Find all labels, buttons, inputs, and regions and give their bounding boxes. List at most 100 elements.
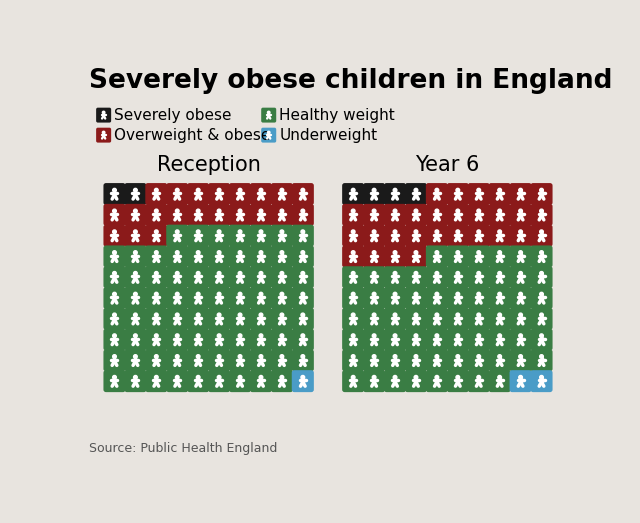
FancyBboxPatch shape (145, 308, 168, 330)
FancyBboxPatch shape (509, 287, 532, 309)
FancyBboxPatch shape (229, 245, 251, 267)
FancyBboxPatch shape (145, 204, 168, 226)
Circle shape (498, 188, 502, 192)
Circle shape (134, 230, 137, 234)
FancyBboxPatch shape (104, 245, 125, 267)
Circle shape (175, 230, 179, 234)
FancyBboxPatch shape (468, 370, 490, 392)
Circle shape (113, 251, 116, 254)
Circle shape (134, 271, 137, 275)
FancyBboxPatch shape (405, 225, 427, 247)
Circle shape (113, 355, 116, 358)
FancyBboxPatch shape (229, 308, 251, 330)
FancyBboxPatch shape (145, 349, 168, 371)
FancyBboxPatch shape (187, 328, 209, 350)
Circle shape (456, 292, 460, 296)
Circle shape (540, 355, 543, 358)
Circle shape (393, 313, 397, 317)
FancyBboxPatch shape (488, 349, 511, 371)
Circle shape (154, 209, 158, 213)
Circle shape (238, 271, 242, 275)
Circle shape (301, 292, 305, 296)
Circle shape (393, 376, 397, 379)
Circle shape (102, 131, 105, 134)
Circle shape (351, 334, 355, 337)
Circle shape (372, 313, 376, 317)
FancyBboxPatch shape (250, 204, 272, 226)
Circle shape (456, 334, 460, 337)
Circle shape (134, 251, 137, 254)
FancyBboxPatch shape (426, 328, 448, 350)
Circle shape (217, 209, 221, 213)
FancyBboxPatch shape (405, 287, 427, 309)
Circle shape (217, 376, 221, 379)
FancyBboxPatch shape (447, 204, 469, 226)
FancyBboxPatch shape (342, 328, 364, 350)
Text: Reception: Reception (157, 155, 260, 175)
Circle shape (414, 376, 418, 379)
Circle shape (498, 313, 502, 317)
Circle shape (217, 355, 221, 358)
FancyBboxPatch shape (187, 245, 209, 267)
Circle shape (414, 251, 418, 254)
FancyBboxPatch shape (250, 328, 272, 350)
FancyBboxPatch shape (124, 287, 147, 309)
FancyBboxPatch shape (166, 308, 188, 330)
FancyBboxPatch shape (363, 266, 385, 288)
FancyBboxPatch shape (509, 266, 532, 288)
FancyBboxPatch shape (124, 204, 147, 226)
FancyBboxPatch shape (509, 183, 532, 205)
Circle shape (259, 313, 263, 317)
Circle shape (268, 131, 270, 134)
FancyBboxPatch shape (384, 328, 406, 350)
FancyBboxPatch shape (531, 287, 552, 309)
FancyBboxPatch shape (208, 183, 230, 205)
Circle shape (196, 376, 200, 379)
Text: Healthy weight: Healthy weight (279, 108, 395, 122)
FancyBboxPatch shape (166, 225, 188, 247)
Circle shape (435, 334, 439, 337)
FancyBboxPatch shape (261, 128, 276, 143)
FancyBboxPatch shape (271, 308, 293, 330)
Circle shape (477, 313, 481, 317)
FancyBboxPatch shape (531, 245, 552, 267)
FancyBboxPatch shape (426, 204, 448, 226)
FancyBboxPatch shape (384, 245, 406, 267)
FancyBboxPatch shape (104, 328, 125, 350)
Circle shape (456, 230, 460, 234)
FancyBboxPatch shape (384, 370, 406, 392)
FancyBboxPatch shape (488, 204, 511, 226)
FancyBboxPatch shape (208, 349, 230, 371)
Circle shape (393, 209, 397, 213)
Circle shape (301, 188, 305, 192)
FancyBboxPatch shape (342, 370, 364, 392)
FancyBboxPatch shape (292, 370, 314, 392)
FancyBboxPatch shape (104, 308, 125, 330)
FancyBboxPatch shape (384, 183, 406, 205)
FancyBboxPatch shape (531, 328, 552, 350)
FancyBboxPatch shape (166, 204, 188, 226)
Circle shape (259, 230, 263, 234)
FancyBboxPatch shape (531, 204, 552, 226)
Circle shape (519, 313, 522, 317)
Circle shape (477, 209, 481, 213)
Circle shape (351, 188, 355, 192)
FancyBboxPatch shape (187, 183, 209, 205)
FancyBboxPatch shape (426, 370, 448, 392)
FancyBboxPatch shape (488, 287, 511, 309)
FancyBboxPatch shape (166, 245, 188, 267)
Circle shape (414, 209, 418, 213)
Circle shape (113, 230, 116, 234)
FancyBboxPatch shape (208, 266, 230, 288)
FancyBboxPatch shape (405, 204, 427, 226)
FancyBboxPatch shape (342, 225, 364, 247)
Circle shape (372, 188, 376, 192)
FancyBboxPatch shape (187, 287, 209, 309)
FancyBboxPatch shape (488, 245, 511, 267)
FancyBboxPatch shape (447, 183, 469, 205)
Circle shape (393, 334, 397, 337)
Circle shape (134, 334, 137, 337)
FancyBboxPatch shape (250, 183, 272, 205)
FancyBboxPatch shape (229, 370, 251, 392)
Circle shape (154, 355, 158, 358)
